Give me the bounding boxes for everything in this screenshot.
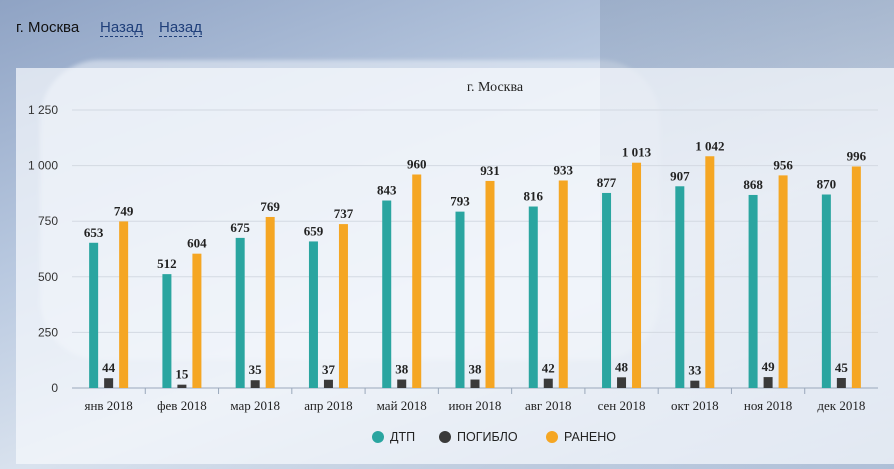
bar-РАНЕНО <box>338 224 348 388</box>
data-label: 843 <box>377 183 397 198</box>
data-label: 816 <box>524 189 544 204</box>
data-label: 996 <box>847 148 867 163</box>
data-label: 33 <box>688 363 702 378</box>
x-tick-label: апр 2018 <box>304 398 352 413</box>
x-tick-label: ноя 2018 <box>744 398 792 413</box>
bar-ДТП <box>89 242 99 388</box>
x-tick-label: дек 2018 <box>817 398 865 413</box>
y-tick-label: 750 <box>38 214 58 228</box>
data-label: 38 <box>395 362 409 377</box>
data-label: 749 <box>114 203 134 218</box>
chart-title: г. Москва <box>467 80 524 95</box>
bar-ПОГИБЛО <box>250 380 260 388</box>
bar-ПОГИБЛО <box>177 384 187 388</box>
data-label: 931 <box>480 163 500 178</box>
top-bar: г. Москва Назад Назад <box>0 0 894 56</box>
data-label: 38 <box>469 362 483 377</box>
bar-РАНЕНО <box>705 156 715 388</box>
data-label: 956 <box>773 157 793 172</box>
x-tick-label: май 2018 <box>377 398 427 413</box>
bar-РАНЕНО <box>558 180 568 388</box>
bar-ДТП <box>528 206 538 388</box>
data-label: 44 <box>102 360 116 375</box>
bar-ПОГИБЛО <box>690 380 700 388</box>
y-tick-label: 1 250 <box>28 103 58 117</box>
x-tick-label: авг 2018 <box>525 398 572 413</box>
bar-ДТП <box>455 211 465 388</box>
bar-ДТП <box>748 194 758 388</box>
legend-label: ДТП <box>390 430 415 444</box>
x-tick-label: мар 2018 <box>230 398 280 413</box>
data-label: 653 <box>84 225 104 240</box>
data-label: 737 <box>334 206 354 221</box>
data-label: 37 <box>322 362 336 377</box>
bar-ПОГИБЛО <box>323 379 333 388</box>
bar-ДТП <box>675 186 685 388</box>
x-tick-label: фев 2018 <box>157 398 207 413</box>
data-label: 45 <box>835 360 849 375</box>
bar-ПОГИБЛО <box>543 378 553 388</box>
data-label: 933 <box>554 163 574 178</box>
bar-РАНЕНО <box>192 253 202 388</box>
bar-ДТП <box>602 192 612 388</box>
y-tick-label: 0 <box>51 381 58 395</box>
bar-ПОГИБЛО <box>470 379 480 388</box>
data-label: 49 <box>762 359 776 374</box>
y-tick-label: 500 <box>38 270 58 284</box>
back-link-1[interactable]: Назад <box>100 19 143 37</box>
bar-ДТП <box>821 194 831 388</box>
bar-ДТП <box>162 274 172 388</box>
x-tick-label: сен 2018 <box>598 398 646 413</box>
data-label: 1 013 <box>622 145 652 160</box>
bar-РАНЕНО <box>119 221 129 388</box>
legend-label: РАНЕНО <box>564 430 616 444</box>
bar-РАНЕНО <box>778 175 788 388</box>
data-label: 675 <box>230 220 250 235</box>
data-label: 512 <box>157 256 177 271</box>
bar-РАНЕНО <box>632 162 642 388</box>
chart-panel <box>16 68 894 464</box>
bar-РАНЕНО <box>851 166 861 388</box>
bar-ПОГИБЛО <box>763 377 773 388</box>
city-label: г. Москва <box>16 19 80 36</box>
legend-label: ПОГИБЛО <box>457 430 518 444</box>
data-label: 659 <box>304 223 324 238</box>
legend-marker <box>439 431 451 443</box>
data-label: 769 <box>260 199 280 214</box>
y-tick-label: 250 <box>38 325 58 339</box>
bar-РАНЕНО <box>265 216 275 388</box>
x-tick-label: июн 2018 <box>449 398 502 413</box>
x-tick-label: янв 2018 <box>84 398 132 413</box>
data-label: 868 <box>743 177 763 192</box>
bar-ПОГИБЛО <box>836 377 846 388</box>
y-tick-label: 1 000 <box>28 159 58 173</box>
data-label: 48 <box>615 359 629 374</box>
data-label: 793 <box>450 194 470 209</box>
data-label: 960 <box>407 156 427 171</box>
data-label: 1 042 <box>695 138 724 153</box>
data-label: 604 <box>187 236 207 251</box>
bar-ДТП <box>235 237 245 388</box>
data-label: 907 <box>670 168 690 183</box>
data-label: 15 <box>175 367 189 382</box>
data-label: 870 <box>817 177 837 192</box>
back-link-2[interactable]: Назад <box>159 19 202 37</box>
legend-marker <box>546 431 558 443</box>
data-label: 42 <box>542 361 555 376</box>
data-label: 35 <box>249 362 263 377</box>
bar-ПОГИБЛО <box>397 379 407 388</box>
data-label: 877 <box>597 175 617 190</box>
legend-marker <box>372 431 384 443</box>
bar-ПОГИБЛО <box>617 377 627 388</box>
bar-ДТП <box>382 200 392 388</box>
bar-ДТП <box>308 241 318 388</box>
bar-ПОГИБЛО <box>104 378 114 388</box>
bar-РАНЕНО <box>412 174 422 388</box>
bar-РАНЕНО <box>485 180 495 388</box>
x-tick-label: окт 2018 <box>671 398 719 413</box>
